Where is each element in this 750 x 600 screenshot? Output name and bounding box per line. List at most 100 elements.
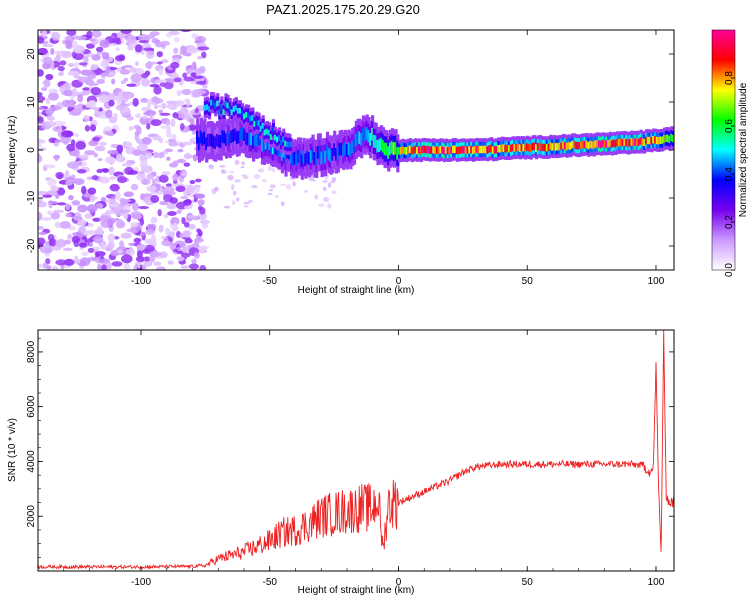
spectrogram-noise-blob [78, 226, 87, 234]
spectrogram-noise-blob [202, 84, 208, 89]
spectrogram-noise-blob [184, 98, 190, 104]
spectrogram-branch-cell [263, 129, 267, 136]
spectrogram-tone-cell [590, 141, 595, 149]
spectrogram-branch-cell [222, 109, 226, 115]
spectrogram-noise-blob [286, 184, 291, 190]
spectrogram-noise-blob [43, 79, 51, 88]
spectrogram-noise-blob [89, 197, 96, 202]
spectrogram-tone-cell [461, 145, 465, 154]
spectrogram-tone-cell [605, 140, 609, 148]
spectrogram-tone-cell [466, 146, 470, 154]
colorbar-tick-label: 0.2 [724, 215, 735, 229]
spectrogram-noise-blob [160, 125, 171, 129]
spectrogram-noise-blob [241, 161, 245, 166]
spectrogram-noise-blob [164, 148, 174, 153]
spectrogram-tone-cell [554, 143, 559, 151]
spectrogram-tone-cell [484, 145, 488, 154]
spectrogram-noise-blob [55, 171, 64, 179]
spectrogram-noise-blob [123, 92, 133, 99]
spectrogram-tone-cell [257, 132, 261, 146]
spectrogram-branch-cell [259, 125, 263, 132]
spectrogram-noise-blob [179, 49, 189, 56]
spectrogram-noise-blob [137, 261, 143, 269]
spectrogram-noise-blob [104, 130, 114, 136]
spectrogram-tone-cell [349, 144, 353, 157]
spectrogram-noise-blob [188, 223, 197, 230]
spectrogram-tone-cell [417, 146, 422, 154]
spectrogram-tone-cell [596, 139, 600, 148]
spectrogram-noise-blob [68, 225, 76, 231]
spectrogram-noise-blob [38, 47, 48, 56]
spectrogram-noise-blob [150, 234, 157, 243]
spectrogram-noise-blob [88, 38, 96, 42]
spectrogram-tone-cell [509, 144, 513, 153]
spectrogram-noise-blob [85, 43, 95, 49]
spectrogram-tone-cell [598, 140, 602, 148]
spectrogram-noise-blob [92, 136, 101, 142]
snr-x-tick-label: 0 [396, 577, 402, 588]
spectrogram-noise-blob [86, 30, 93, 39]
spectrogram-noise-blob [268, 189, 274, 192]
spectrogram-branch-cell [261, 122, 265, 129]
spectrogram-noise-blob [42, 262, 49, 269]
spectrogram-noise-blob [47, 178, 57, 187]
spectrogram-noise-blob [96, 79, 105, 84]
spectrogram-branch-cell [278, 135, 282, 141]
spectrogram-tone-cell [219, 135, 223, 148]
spectrogram-tone-cell [419, 147, 423, 155]
spectrogram-noise-blob [81, 251, 89, 257]
spectrogram-noise-blob [41, 30, 47, 37]
spectrogram-tone-cell [307, 151, 312, 165]
spectrogram-tone-cell [652, 135, 656, 144]
spectrogram-tone-cell [370, 127, 375, 141]
spectrogram-tone-cell [331, 148, 335, 161]
spectrogram-noise-blob [175, 185, 186, 193]
spectrogram-noise-blob [65, 40, 72, 49]
spectrogram-noise-blob [163, 81, 174, 90]
spectrogram-noise-blob [92, 235, 104, 244]
spectrogram-noise-blob [116, 144, 124, 154]
spectrogram-noise-blob [106, 209, 114, 214]
spectrogram-noise-blob [57, 125, 63, 133]
spectrogram-tone-cell [378, 139, 382, 153]
spectrogram-branch-cell [255, 119, 259, 126]
spectrogram-branch-cell [220, 104, 224, 110]
spectrogram-noise-blob [257, 168, 265, 173]
spectrogram-noise-blob [51, 31, 61, 41]
spectrogram-tone-cell [666, 134, 670, 143]
snr-x-ticks: -100 -50 0 50 100 [131, 330, 665, 588]
spectrogram-tone-cell [626, 139, 631, 148]
spectrogram-noise-blob [292, 181, 296, 187]
spectrogram-tone-cell [416, 146, 420, 155]
spectrogram-tone-cell [500, 144, 504, 152]
spectrogram-noise-blob [107, 241, 115, 250]
spectrogram-noise-blob [167, 260, 174, 265]
spectrogram-tone-cell [473, 146, 477, 154]
spectrogram-tone-cell [614, 140, 618, 148]
spectrogram-noise-blob [50, 185, 59, 192]
spectrogram-noise-blob [135, 113, 141, 118]
spectrogram-tone-cell [450, 146, 454, 154]
spectrogram-noise-blob [96, 225, 103, 235]
spectrogram-noise-blob [174, 36, 180, 43]
spectrogram-tone-cell [477, 145, 481, 154]
spectrogram-tone-cell [498, 144, 503, 153]
snr-x-axis-title: Height of straight line (km) [298, 585, 415, 596]
colorbar-tick-label: 0.0 [724, 263, 735, 277]
spectrogram-noise-blob [165, 33, 173, 38]
spectrogram-tone-cell [585, 140, 589, 148]
spectrogram-noise-blob [77, 169, 87, 174]
snr-plot-area [38, 330, 674, 571]
spectrogram-y-axis-title: Frequency (Hz) [7, 116, 18, 185]
spectrogram-noise-blob [59, 221, 71, 229]
spectrogram-noise-blob [261, 179, 267, 182]
spectrogram-branch-cell [267, 129, 271, 136]
colorbar-tick-label: 0.8 [724, 71, 735, 85]
spectrogram-tone-cell [284, 151, 288, 164]
spectrogram-noise-blob [227, 174, 234, 181]
spectrogram-tone-cell [313, 152, 317, 165]
spectrogram-noise-blob [62, 247, 73, 252]
spectrogram-tone-cell [405, 147, 409, 155]
spectrogram-noise-blob [180, 114, 191, 120]
spectrogram-tone-cell [206, 134, 211, 147]
